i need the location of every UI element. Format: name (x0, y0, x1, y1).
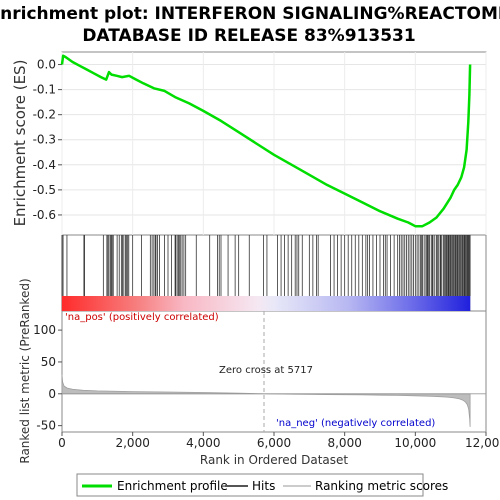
metric-y-tick-label: 50 (41, 355, 56, 369)
es-y-tick-label: 0.0 (37, 58, 56, 72)
es-gridlines (61, 52, 487, 235)
legend-enrichment-label: Enrichment profile (117, 479, 228, 493)
es-y-tick-label: -0.3 (33, 133, 56, 147)
es-y-tick-label: -0.1 (33, 83, 56, 97)
x-tick-label: 2,000 (115, 436, 149, 450)
pos-correlated-label: 'na_pos' (positively correlated) (65, 312, 219, 323)
es-series-line (60, 54, 472, 228)
x-axis: 0 2,000 4,000 6,000 8,000 10,000 12,000 (58, 432, 500, 450)
x-tick-label: 0 (58, 436, 66, 450)
legend-box (76, 473, 424, 497)
es-y-axis-label: Enrichment score (ES) (11, 60, 29, 227)
x-tick-label: 12,000 (465, 436, 500, 450)
metric-y-axis-label: Ranked list metric (PreRanked) (18, 278, 32, 463)
metric-area (61, 374, 471, 427)
x-tick-label: 8,000 (327, 436, 361, 450)
metric-y-tick-label: -50 (36, 419, 56, 433)
ranking-color-bar (62, 296, 471, 311)
neg-correlated-label: 'na_neg' (negatively correlated) (276, 418, 435, 429)
x-axis-label: Rank in Ordered Dataset (200, 453, 348, 467)
legend-hits-label: Hits (252, 479, 275, 493)
metric-y-tick-label: 100 (33, 323, 56, 337)
x-tick-label: 4,000 (186, 436, 220, 450)
es-y-tick-label: -0.4 (33, 158, 56, 172)
legend: Enrichment profile Hits Ranking metric s… (76, 473, 448, 497)
es-y-tick-label: -0.5 (33, 183, 56, 197)
metric-y-tick-label: 0 (48, 387, 56, 401)
es-line-group (60, 54, 472, 228)
legend-metric-label: Ranking metric scores (315, 479, 448, 493)
es-y-axis: 0.0 -0.1 -0.2 -0.3 -0.4 -0.5 -0.6 (33, 58, 62, 222)
metric-area-group (61, 374, 486, 427)
chart-title-line1: Enrichment plot: INTERFERON SIGNALING%RE… (0, 4, 500, 24)
zero-cross-label: Zero cross at 5717 (219, 365, 313, 376)
es-y-tick-label: -0.6 (33, 208, 56, 222)
x-tick-label: 10,000 (394, 436, 436, 450)
x-tick-label: 6,000 (257, 436, 291, 450)
metric-y-axis: 100 50 0 -50 (33, 323, 62, 433)
es-y-tick-label: -0.2 (33, 108, 56, 122)
chart-title-line2: DATABASE ID RELEASE 83%913531 (82, 26, 415, 46)
